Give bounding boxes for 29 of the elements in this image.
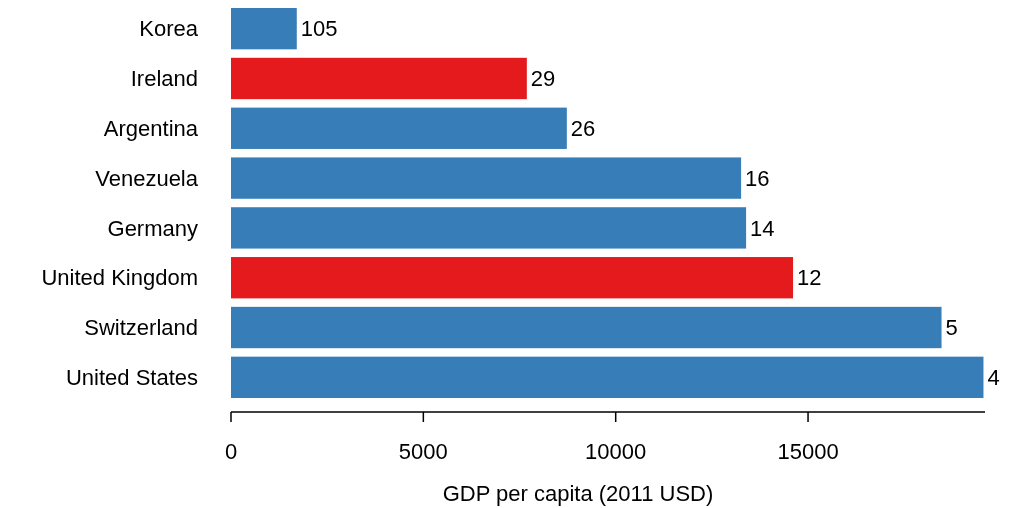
x-tick-label: 5000 xyxy=(398,439,448,464)
y-tick-label: United Kingdom xyxy=(41,265,198,291)
annotation: 105 xyxy=(300,16,338,42)
y-tick-label: Ireland xyxy=(130,66,198,92)
x-tick-label: 0 xyxy=(224,439,238,464)
bar xyxy=(231,207,747,249)
annotation: 5 xyxy=(945,315,958,341)
annotation: 14 xyxy=(750,215,775,241)
y-tick-label: Korea xyxy=(139,16,199,42)
bar xyxy=(231,7,297,50)
bar xyxy=(231,257,794,299)
annotation: 16 xyxy=(745,165,770,191)
y-tick-label: Argentina xyxy=(103,115,199,141)
y-tick-label: Venezuela xyxy=(95,165,199,191)
bar xyxy=(231,107,567,149)
x-axis-title: GDP per capita (2011 USD) xyxy=(442,481,714,506)
y-tick-label: Switzerland xyxy=(84,315,198,341)
x-tick-label: 15000 xyxy=(777,439,839,464)
x-tick-label: 10000 xyxy=(585,439,647,464)
y-tick-label: United States xyxy=(65,365,198,391)
bar xyxy=(231,157,742,199)
bar xyxy=(231,306,942,349)
bar xyxy=(231,356,984,399)
bar xyxy=(231,57,527,100)
y-tick-label: Germany xyxy=(107,215,198,241)
annotation: 12 xyxy=(797,265,822,291)
annotation: 29 xyxy=(530,66,556,92)
annotation: 4 xyxy=(987,365,1000,391)
annotation: 26 xyxy=(570,115,596,141)
